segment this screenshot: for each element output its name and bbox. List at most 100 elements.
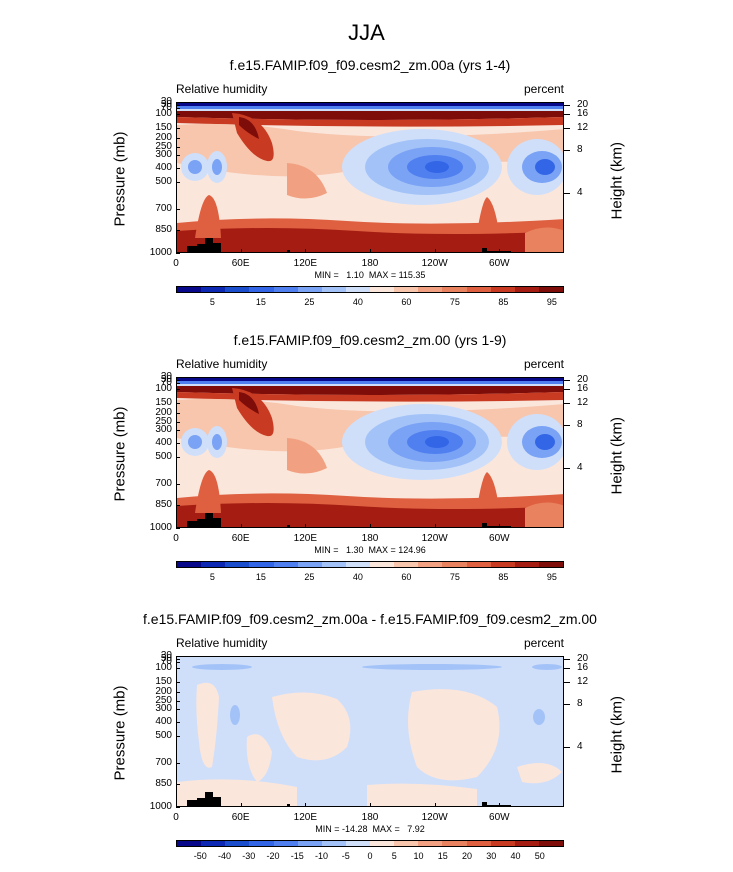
- y-tick-mark: [176, 230, 180, 232]
- y2-tick-mark: [564, 704, 570, 706]
- contour-svg: [177, 657, 563, 806]
- y-tick-label: 400: [155, 716, 172, 728]
- y-tick-label: 700: [155, 757, 172, 769]
- colorbar-label: 95: [546, 572, 557, 582]
- y2-tick-mark: [564, 668, 570, 670]
- terrain-asia: [187, 238, 221, 252]
- contour-mid-moist: [287, 163, 327, 199]
- y-tick-label: 850: [155, 499, 172, 511]
- colorbar-swatch: [514, 562, 539, 567]
- contour-strat-low: [177, 384, 563, 386]
- colorbar-swatch: [370, 562, 395, 567]
- contour-svg: [177, 378, 563, 527]
- colorbar-label: 10: [413, 851, 424, 861]
- colorbar-swatch: [466, 562, 491, 567]
- contour-pos-4: [408, 689, 500, 781]
- y-axis-label: Pressure (mb): [111, 131, 129, 227]
- panel-title: f.e15.FAMIP.f09_f09.cesm2_zm.00 (yrs 1-9…: [233, 332, 507, 348]
- x-tick-mark: [305, 524, 307, 528]
- x-tick-mark: [240, 249, 242, 253]
- colorbar-swatch: [177, 287, 202, 292]
- contour-dry-east-core: [535, 159, 555, 175]
- y-tick-label: 500: [155, 730, 172, 742]
- y-tick-label: 70: [160, 656, 172, 668]
- y-tick-mark: [176, 736, 180, 738]
- y-tick-label: 200: [155, 407, 172, 419]
- y-tick-label: 700: [155, 203, 172, 215]
- colorbar-label: 5: [391, 851, 397, 861]
- colorbar-label: 40: [352, 572, 363, 582]
- colorbar-swatch: [442, 841, 467, 846]
- x-tick-label: 120E: [293, 812, 317, 823]
- y2-axis-label: Height (km): [608, 416, 626, 495]
- x-tick-mark: [370, 249, 371, 253]
- y-tick-mark: [176, 253, 180, 254]
- y-tick-mark: [176, 681, 180, 683]
- colorbar-swatch: [442, 562, 467, 567]
- colorbar-label: 15: [437, 851, 448, 861]
- min-max-label: MIN = -14.28 MAX = 7.92: [315, 824, 425, 834]
- x-tick-mark: [499, 249, 501, 253]
- y2-tick-label: 8: [577, 698, 583, 710]
- y2-tick-label: 4: [577, 461, 583, 473]
- y-tick-mark: [176, 692, 180, 694]
- y-tick-mark: [176, 114, 180, 116]
- contour-mid-moist: [287, 438, 327, 474]
- y2-tick-mark: [564, 127, 570, 129]
- x-tick-label: 60E: [231, 533, 250, 544]
- colorbar-swatch: [345, 562, 370, 567]
- y-tick-label: 50: [160, 374, 172, 386]
- colorbar-swatch: [321, 562, 346, 567]
- y-tick-mark: [176, 102, 180, 103]
- contour-pos-7: [367, 783, 477, 806]
- colorbar-label: -30: [242, 851, 256, 861]
- y-tick-label: 70: [160, 377, 172, 389]
- colorbar-swatch: [201, 841, 226, 846]
- colorbar-swatch: [538, 287, 563, 292]
- colorbar-swatch: [273, 287, 298, 292]
- x-tick-label: 120E: [293, 533, 317, 544]
- y-tick-mark: [176, 209, 180, 211]
- contour-tropopause-band: [177, 111, 563, 120]
- y-tick-mark: [176, 422, 180, 424]
- y-tick-mark: [176, 105, 180, 107]
- x-tick-label: 120W: [421, 258, 448, 269]
- colorbar-label: 75: [449, 297, 460, 307]
- y-tick-mark: [176, 429, 180, 431]
- page-title: JJA: [348, 20, 385, 45]
- contour-pos-3: [246, 734, 272, 782]
- colorbar: [176, 286, 564, 293]
- min-max-label: MIN = 1.10 MAX = 115.35: [314, 270, 426, 280]
- colorbar-swatch: [297, 287, 322, 292]
- y-tick-mark: [176, 108, 180, 110]
- contour-east-bl: [525, 502, 563, 527]
- colorbar-label: 15: [255, 572, 266, 582]
- y-tick-label: 30: [160, 650, 172, 661]
- colorbar-swatch: [297, 562, 322, 567]
- y-tick-mark: [176, 380, 180, 382]
- colorbar-label: 5: [209, 572, 215, 582]
- y-tick-label: 300: [155, 148, 172, 160]
- y2-tick-label: 8: [577, 419, 583, 431]
- y-tick-label: 150: [155, 121, 172, 133]
- y-tick-label: 100: [155, 108, 172, 120]
- y2-tick-label: 20: [577, 99, 589, 111]
- y-tick-label: 700: [155, 478, 172, 490]
- y-tick-mark: [176, 701, 180, 703]
- y-tick-mark: [176, 722, 180, 724]
- colorbar-swatch: [249, 562, 274, 567]
- y-tick-mark: [176, 443, 180, 445]
- contour-dry-west-core: [188, 435, 202, 449]
- colorbar-label: 40: [510, 851, 521, 861]
- y-tick-mark: [176, 168, 180, 170]
- y2-tick-mark: [564, 114, 570, 116]
- colorbar-labels: 5 15 25 40 60 75 85 95: [176, 572, 564, 584]
- contour-dry-west-core: [188, 160, 202, 174]
- colorbar-swatch: [225, 562, 250, 567]
- terrain-small: [287, 804, 290, 806]
- panel-title: f.e15.FAMIP.f09_f09.cesm2_zm.00a - f.e15…: [143, 611, 597, 627]
- y-tick-label: 50: [160, 653, 172, 665]
- colorbar-labels: 5 15 25 40 60 75 85 95: [176, 297, 564, 309]
- contour-strat-top: [177, 103, 563, 106]
- colorbar-swatch: [466, 841, 491, 846]
